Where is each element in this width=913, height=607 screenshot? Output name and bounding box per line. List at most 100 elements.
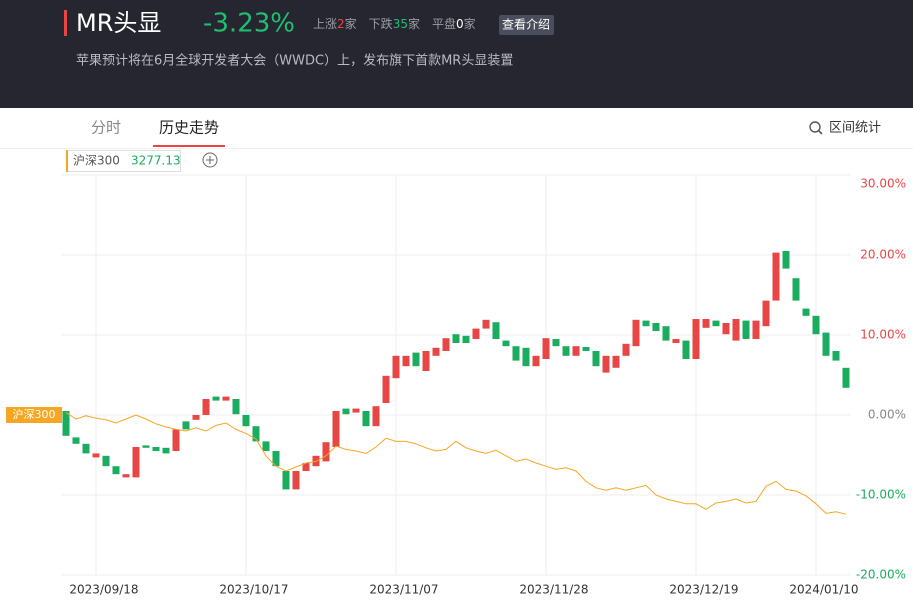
candle-body [452,334,460,343]
candle-body [352,408,360,413]
candle-body [802,308,810,316]
candle-body [442,338,450,351]
candle-body [292,471,300,490]
title-marker [64,10,67,36]
candle-body [222,396,230,401]
candle-body [482,319,490,329]
description: 苹果预计将在6月全球开发者大会（WWDC）上，发布旗下首款MR头显装置 [76,53,513,69]
x-tick-label: 2023/11/07 [369,583,438,597]
add-index-button[interactable] [202,152,218,168]
title: MR头显 [76,9,161,37]
candle-body [472,328,480,339]
candle-body [262,441,270,451]
candle-body [382,375,390,403]
candle-body [202,399,210,415]
stat-unit: 家 [464,16,476,31]
candle-body [822,332,830,356]
candle-body [722,323,730,335]
candle-body [252,426,260,442]
search-icon[interactable] [809,121,821,133]
candle-body [172,429,180,451]
candle-body [282,471,290,490]
x-tick-label: 2023/09/18 [69,583,138,597]
candle-body [672,339,680,343]
intro-button-label[interactable]: 查看介绍 [502,18,550,32]
candle-body [512,346,520,361]
index-line [65,412,847,515]
candle-body [742,320,750,339]
candle-body [832,351,840,361]
stat-label: 下跌 [369,16,393,31]
candle-body [142,445,150,448]
candle-body [712,320,720,327]
candle-body [762,300,770,327]
candle-body [82,443,90,454]
range-stats[interactable]: 区间统计 [829,121,881,136]
candle-body [602,355,610,373]
legend-value: 3277.13 [131,154,181,168]
candle-body [582,347,590,351]
candle-body [532,355,540,367]
stat-count: 2 [337,17,345,31]
candle-body [322,442,330,462]
candle-body [682,340,690,359]
candle-body [332,411,340,447]
candle-body [812,315,820,335]
candle-body [542,338,550,359]
candle-body [62,411,70,436]
x-tick-label: 2023/12/19 [669,583,738,597]
candle-body [162,447,170,454]
tab-underline [153,145,225,147]
candle-body [132,447,140,478]
candle-body [552,339,560,347]
candle-body [702,319,710,328]
candle-body [642,320,650,327]
stat-label: 平盘 [432,16,456,31]
candle-body [72,437,80,444]
search-icon-handle [818,130,823,135]
candle-body [732,319,740,341]
index-tag [6,407,62,423]
tab[interactable]: 分时 [91,119,121,137]
y-tick-label: 0.00% [868,408,906,422]
candle-body [752,320,760,339]
change: -3.23% [203,9,295,39]
y-tick-label: -10.00% [856,488,906,502]
candle-body [122,474,130,478]
legend-swatch [66,150,68,172]
candle-body [392,355,400,379]
plot: 30.00%20.00%10.00%0.00%-10.00%-20.00%202… [61,174,906,597]
candle-body [242,415,250,427]
candle-body [432,347,440,356]
candle-body [612,355,620,368]
candle-body [272,451,280,467]
intro-button[interactable] [499,15,554,35]
index-tag-label: 沪深300 [13,407,56,421]
candle-body [662,326,670,341]
stat-count: 0 [456,17,464,31]
candle-body [372,406,380,427]
candle-body [102,455,110,467]
stats: 上涨2家 下跌35家 平盘0家 [313,16,476,31]
x-tick-label: 2024/01/10 [789,583,858,597]
candle-body [342,408,350,415]
tab-active[interactable]: 历史走势 [159,119,219,137]
candle-body [462,335,470,343]
stat-unit: 家 [345,16,357,31]
candle-body [792,278,800,301]
add-icon [206,156,214,164]
y-tick-label: 20.00% [860,248,906,262]
candle-body [562,346,570,356]
candle-body [92,453,100,458]
candle-body [632,319,640,347]
stat-count: 35 [393,17,408,31]
candle-body [212,396,220,401]
candle-body [622,343,630,356]
header-bg [0,0,913,108]
candle-body [502,340,510,347]
candle-body [182,421,190,430]
x-tick-label: 2023/11/28 [519,583,588,597]
y-tick-label: 30.00% [860,177,906,191]
